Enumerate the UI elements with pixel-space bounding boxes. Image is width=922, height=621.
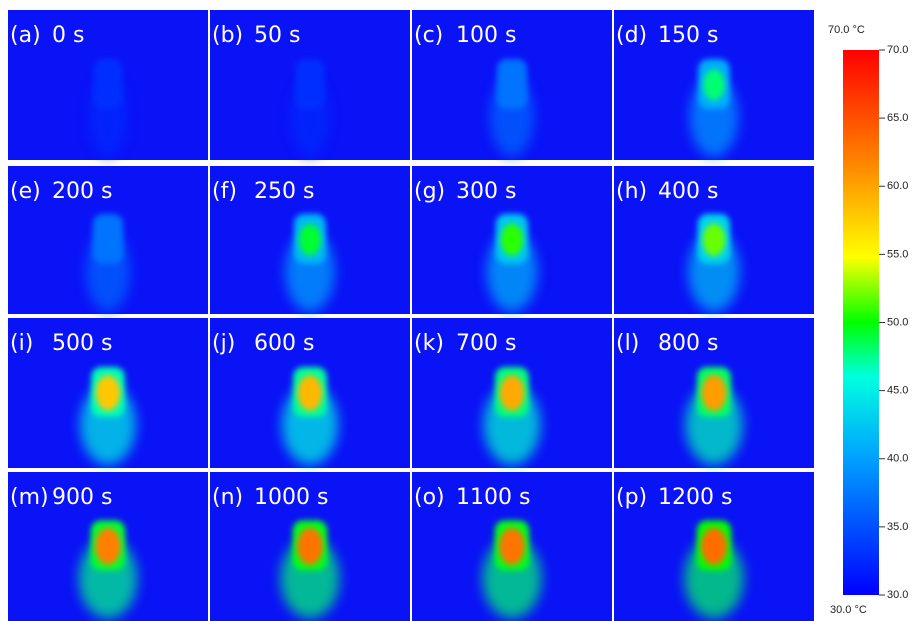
heat-core [701, 374, 727, 412]
panel-time: 1200 s [658, 485, 732, 510]
panel-letter: (j) [212, 331, 235, 356]
panel-letter: (a) [10, 23, 41, 48]
colorbar-tick-label: 50.0 [887, 316, 908, 328]
panel-time: 500 s [52, 331, 112, 356]
panel-letter: (o) [414, 485, 445, 510]
panel-letter: (b) [212, 23, 243, 48]
heat-core [703, 69, 725, 101]
colorbar-bottom-label: 30.0 °C [830, 604, 867, 616]
thermal-panel: (p) 1200 s [614, 472, 814, 621]
heat-body [496, 59, 528, 109]
panel-time: 200 s [52, 179, 112, 204]
thermal-panel: (h) 400 s [614, 166, 814, 314]
heat-core [95, 375, 121, 411]
colorbar [843, 50, 879, 595]
panel-time: 600 s [254, 331, 314, 356]
colorbar-tick-label: 65.0 [887, 112, 908, 124]
panel-letter: (c) [414, 23, 443, 48]
thermal-panel: (e) 200 s [8, 166, 208, 314]
panel-time: 0 s [52, 23, 84, 48]
thermal-panel: (g) 300 s [412, 166, 612, 314]
heat-core [95, 528, 121, 565]
thermal-panel: (c) 100 s [412, 10, 612, 160]
thermal-panel: (i) 500 s [8, 318, 208, 468]
panel-time: 300 s [456, 179, 516, 204]
panel-letter: (e) [10, 179, 41, 204]
thermal-panel: (m) 900 s [8, 472, 208, 621]
panel-letter: (l) [616, 331, 639, 356]
colorbar-tick-label: 30.0 [887, 589, 908, 601]
heat-body [93, 59, 123, 109]
panel-time: 100 s [456, 23, 516, 48]
heat-core [702, 223, 726, 257]
heat-body [92, 213, 124, 264]
colorbar-tick-label: 35.0 [887, 521, 908, 533]
thermal-panel: (n) 1000 s [210, 472, 410, 621]
thermal-panel: (b) 50 s [210, 10, 410, 160]
thermal-panel: (d) 150 s [614, 10, 814, 160]
panel-letter: (d) [616, 23, 647, 48]
panel-letter: (p) [616, 485, 647, 510]
panel-time: 1100 s [456, 485, 530, 510]
heat-core [297, 375, 323, 411]
panel-letter: (n) [212, 485, 243, 510]
colorbar-tick-label: 55.0 [887, 248, 908, 260]
heat-body [295, 59, 325, 109]
thermal-panel: (a) 0 s [8, 10, 208, 160]
heat-core [299, 224, 321, 256]
panel-letter: (k) [414, 331, 444, 356]
panel-time: 50 s [254, 23, 300, 48]
thermal-panel: (k) 700 s [412, 318, 612, 468]
colorbar-top-label: 70.0 °C [828, 24, 865, 36]
panel-time: 900 s [52, 485, 112, 510]
heat-core [499, 527, 525, 565]
panel-time: 800 s [658, 331, 718, 356]
panel-time: 1000 s [254, 485, 328, 510]
thermal-panel: (j) 600 s [210, 318, 410, 468]
thermal-panel: (o) 1100 s [412, 472, 612, 621]
panel-time: 250 s [254, 179, 314, 204]
colorbar-tick-label: 45.0 [887, 385, 908, 397]
heat-core [500, 223, 524, 256]
panel-letter: (m) [10, 485, 49, 510]
thermal-panel: (l) 800 s [614, 318, 814, 468]
heat-core [499, 375, 525, 411]
panel-time: 700 s [456, 331, 516, 356]
colorbar-tick-label: 70.0 [887, 44, 908, 56]
heat-core [701, 527, 727, 566]
colorbar-tick-label: 40.0 [887, 453, 908, 465]
thermal-panel: (f) 250 s [210, 166, 410, 314]
panel-time: 150 s [658, 23, 718, 48]
panel-letter: (i) [10, 331, 33, 356]
colorbar-tick-label: 60.0 [887, 180, 908, 192]
heat-core [297, 527, 323, 565]
panel-time: 400 s [658, 179, 718, 204]
panel-letter: (h) [616, 179, 647, 204]
panel-letter: (f) [212, 179, 237, 204]
panel-letter: (g) [414, 179, 445, 204]
